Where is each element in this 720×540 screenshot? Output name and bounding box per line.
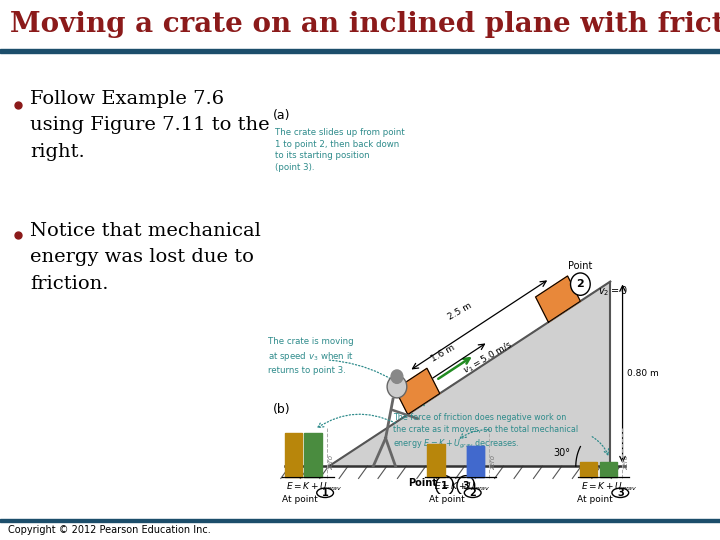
Bar [0, 518, 720, 522]
Text: Point: Point [568, 261, 593, 271]
Polygon shape [536, 276, 580, 322]
Polygon shape [329, 281, 611, 466]
Circle shape [387, 375, 407, 398]
Polygon shape [395, 368, 440, 415]
Text: The crate is moving
at speed $v_3$ when it
returns to point 3.: The crate is moving at speed $v_3$ when … [268, 338, 354, 375]
Text: $v_2 = 0$: $v_2 = 0$ [598, 284, 627, 298]
Text: zero: zero [490, 455, 496, 470]
Circle shape [436, 476, 454, 496]
Text: 1: 1 [441, 481, 448, 491]
Text: The force of friction does negative work on
the crate as it moves, so the total : The force of friction does negative work… [393, 413, 578, 450]
Text: 1: 1 [322, 488, 328, 498]
Text: $E = K + U_{grav}$: $E = K + U_{grav}$ [581, 481, 638, 494]
Circle shape [464, 488, 481, 497]
Bar [0, 0, 720, 50]
Text: 1.6 m: 1.6 m [429, 343, 456, 364]
Text: 30°: 30° [554, 448, 571, 458]
Text: At point: At point [282, 495, 318, 504]
Text: .: . [457, 479, 462, 492]
Bar [600, 462, 617, 477]
Text: $E = K + U_{grav}$: $E = K + U_{grav}$ [433, 481, 490, 494]
Text: 3: 3 [617, 488, 624, 498]
Text: 3: 3 [462, 481, 469, 491]
Text: 2.5 m: 2.5 m [446, 301, 473, 321]
Circle shape [391, 370, 403, 383]
Bar [467, 447, 484, 477]
Bar [0, 49, 720, 53]
Text: Point: Point [408, 478, 437, 488]
Text: $v_1 = 5.0$ m/s: $v_1 = 5.0$ m/s [461, 339, 515, 377]
Text: 2: 2 [469, 488, 476, 498]
Text: At point: At point [429, 495, 465, 504]
Text: 0.80 m: 0.80 m [627, 369, 660, 379]
Text: zero: zero [623, 455, 629, 470]
Text: Notice that mechanical
energy was lost due to
friction.: Notice that mechanical energy was lost d… [30, 222, 261, 293]
Bar [428, 444, 445, 477]
Text: Follow Example 7.6
using Figure 7.11 to the
right.: Follow Example 7.6 using Figure 7.11 to … [30, 90, 269, 161]
Circle shape [457, 476, 474, 496]
Bar [285, 433, 302, 477]
Text: At point: At point [577, 495, 613, 504]
Circle shape [612, 488, 629, 497]
Bar [467, 447, 484, 477]
Circle shape [570, 273, 590, 295]
Text: Moving a crate on an inclined plane with friction: Moving a crate on an inclined plane with… [10, 11, 720, 38]
Bar [580, 462, 597, 477]
Text: (a): (a) [272, 110, 290, 123]
Text: zero: zero [328, 455, 333, 470]
Text: 2: 2 [577, 279, 584, 289]
Text: $E = K + U_{grav}$: $E = K + U_{grav}$ [286, 481, 343, 494]
Bar [305, 433, 322, 477]
Text: Copyright © 2012 Pearson Education Inc.: Copyright © 2012 Pearson Education Inc. [8, 525, 211, 535]
Text: The crate slides up from point
1 to point 2, then back down
to its starting posi: The crate slides up from point 1 to poin… [275, 128, 405, 172]
Circle shape [317, 488, 333, 497]
Text: (b): (b) [272, 403, 290, 416]
